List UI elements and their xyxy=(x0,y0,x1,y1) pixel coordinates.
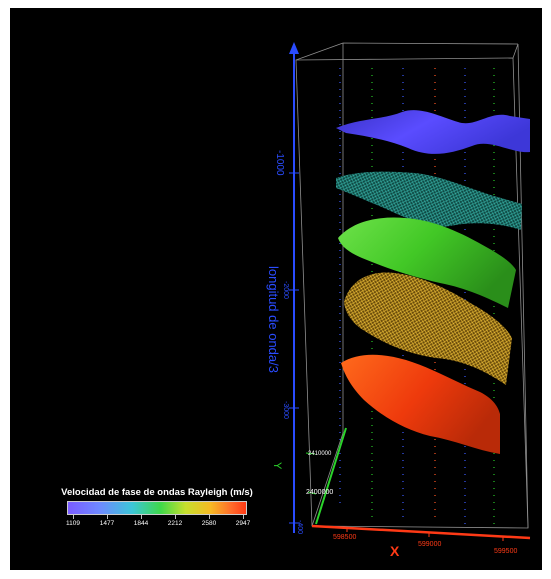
y-axis-label: Y xyxy=(271,462,283,470)
surface-gold xyxy=(344,272,512,385)
x-axis: 598500 599000 599500 X xyxy=(311,524,531,559)
y-axis: 2410000 2400000 Y xyxy=(271,427,347,525)
legend-tick-label: 1844 xyxy=(133,520,149,527)
3d-scene[interactable]: -1000 -2000 -3000 -400 longitud de onda/… xyxy=(10,8,542,570)
x-axis-tick-2: 599000 xyxy=(418,541,441,548)
box-back-edges xyxy=(295,42,529,529)
x-axis-label: X xyxy=(390,543,400,559)
z-axis: -1000 -2000 -3000 -400 longitud de onda/… xyxy=(266,42,303,534)
z-axis-tick-1: -1000 xyxy=(274,150,285,176)
legend-tick-mark xyxy=(107,515,108,519)
scene-frame[interactable]: -1000 -2000 -3000 -400 longitud de onda/… xyxy=(10,8,542,570)
legend-tick-label: 1477 xyxy=(99,520,115,527)
legend-tick-mark xyxy=(209,515,210,519)
legend-tick-label: 2580 xyxy=(201,520,217,527)
legend-tick-label: 2212 xyxy=(167,520,183,527)
legend-tick-mark xyxy=(175,515,176,519)
color-legend: Velocidad de fase de ondas Rayleigh (m/s… xyxy=(50,487,264,547)
surface-orange xyxy=(341,354,500,454)
z-axis-tick-3: -3000 xyxy=(282,401,289,419)
y-axis-tick-2: 2400000 xyxy=(306,489,333,496)
surface-teal xyxy=(336,171,522,230)
legend-tick-mark xyxy=(73,515,74,519)
legend-tick-mark xyxy=(141,515,142,519)
legend-tick-label: 2947 xyxy=(235,520,251,527)
z-axis-arrow-icon xyxy=(289,42,299,54)
legend-title: Velocidad de fase de ondas Rayleigh (m/s… xyxy=(61,487,253,498)
legend-tick-label: 1109 xyxy=(66,520,80,527)
surface-green xyxy=(338,217,516,308)
x-axis-tick-3: 599500 xyxy=(494,548,517,555)
surface-blue xyxy=(336,110,530,154)
box-base-edge xyxy=(311,432,344,527)
legend-colorbar xyxy=(67,501,247,515)
bounding-box xyxy=(295,42,529,529)
x-axis-tick-1: 598500 xyxy=(333,534,356,541)
z-axis-label: longitud de onda/3 xyxy=(266,266,281,373)
z-axis-tick-4: -400 xyxy=(296,520,303,534)
z-axis-tick-2: -2000 xyxy=(282,281,289,299)
legend-tick-mark xyxy=(243,515,244,519)
y-axis-tick-1: 2410000 xyxy=(308,451,332,457)
